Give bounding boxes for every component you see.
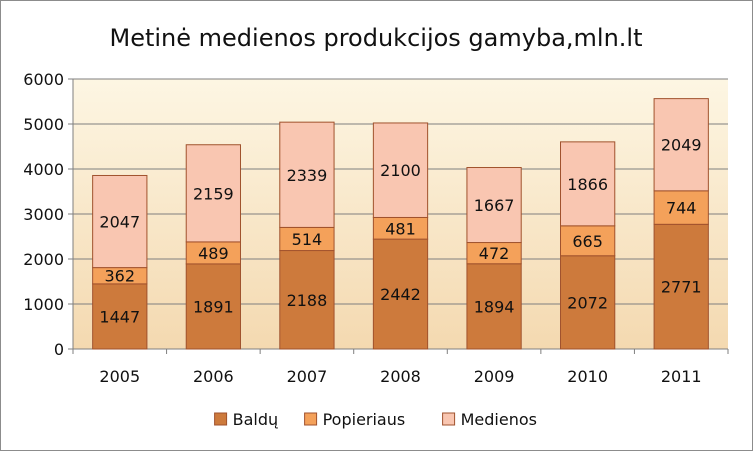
axes: 0 1000 2000 3000 4000 5000 6000 2005 2006 2007 200… — [23, 70, 729, 386]
legend-label: Popieriaus — [323, 410, 406, 429]
bar-segment — [466, 167, 522, 244]
data-label: 1866 — [567, 175, 608, 194]
bar-segment — [92, 174, 148, 269]
bar-segment — [560, 141, 616, 227]
data-label: 1447 — [99, 307, 140, 326]
bar-segment — [372, 122, 429, 218]
bar-segment — [653, 223, 709, 350]
x-tick-label: 2008 — [380, 367, 421, 386]
x-tick-label: 2010 — [567, 367, 608, 386]
y-tick-label: 0 — [54, 340, 64, 359]
bar-segment — [653, 190, 709, 225]
data-label: 472 — [479, 244, 510, 263]
x-tick-label: 2007 — [287, 367, 328, 386]
legend-label: Baldų — [233, 410, 279, 429]
data-label: 665 — [572, 232, 603, 251]
data-label: 1891 — [193, 297, 234, 316]
legend: Baldų Popieriaus Medienos — [214, 410, 537, 429]
legend-swatch — [442, 412, 456, 426]
bar-segment — [560, 225, 616, 257]
legend-label: Medienos — [461, 410, 537, 429]
data-label: 2339 — [287, 166, 328, 185]
data-labels: 1447 362 2047 1891 489 2159 2188 514 2339 2442 481… — [99, 136, 701, 327]
y-tick-label: 1000 — [23, 295, 64, 314]
data-label: 1894 — [474, 297, 515, 316]
bar-segment — [372, 238, 429, 350]
y-tick-label: 6000 — [23, 70, 64, 89]
data-label: 744 — [666, 199, 697, 218]
data-label: 1667 — [474, 196, 515, 215]
bar-segment — [185, 263, 241, 350]
data-label: 2188 — [287, 291, 328, 310]
data-label: 2100 — [380, 161, 421, 180]
data-label: 514 — [292, 230, 323, 249]
y-tick-label: 2000 — [23, 250, 64, 269]
y-tick-label: 4000 — [23, 160, 64, 179]
data-label: 481 — [385, 219, 416, 238]
bar-segment — [279, 121, 335, 228]
x-tick-label: 2009 — [474, 367, 515, 386]
chart-title: Metinė medienos produkcijos gamyba,mln.l… — [109, 24, 642, 52]
data-label: 2159 — [193, 184, 234, 203]
bar-segment — [185, 144, 241, 243]
bar-segment — [560, 255, 616, 350]
legend-swatch — [304, 412, 318, 426]
y-tick-label: 3000 — [23, 205, 64, 224]
legend-swatch — [214, 412, 228, 426]
bar-segment — [279, 250, 335, 350]
data-label: 362 — [105, 267, 136, 286]
data-label: 2771 — [661, 278, 702, 297]
y-tick-label: 5000 — [23, 115, 64, 134]
x-tick-label: 2005 — [99, 367, 140, 386]
data-label: 2072 — [567, 293, 608, 312]
x-tick-label: 2011 — [661, 367, 702, 386]
data-label: 489 — [198, 244, 229, 263]
bar-segment — [653, 98, 709, 192]
data-label: 2049 — [661, 136, 702, 155]
data-label: 2442 — [380, 285, 421, 304]
data-label: 2047 — [99, 213, 140, 232]
x-tick-label: 2006 — [193, 367, 234, 386]
bars — [92, 98, 709, 350]
